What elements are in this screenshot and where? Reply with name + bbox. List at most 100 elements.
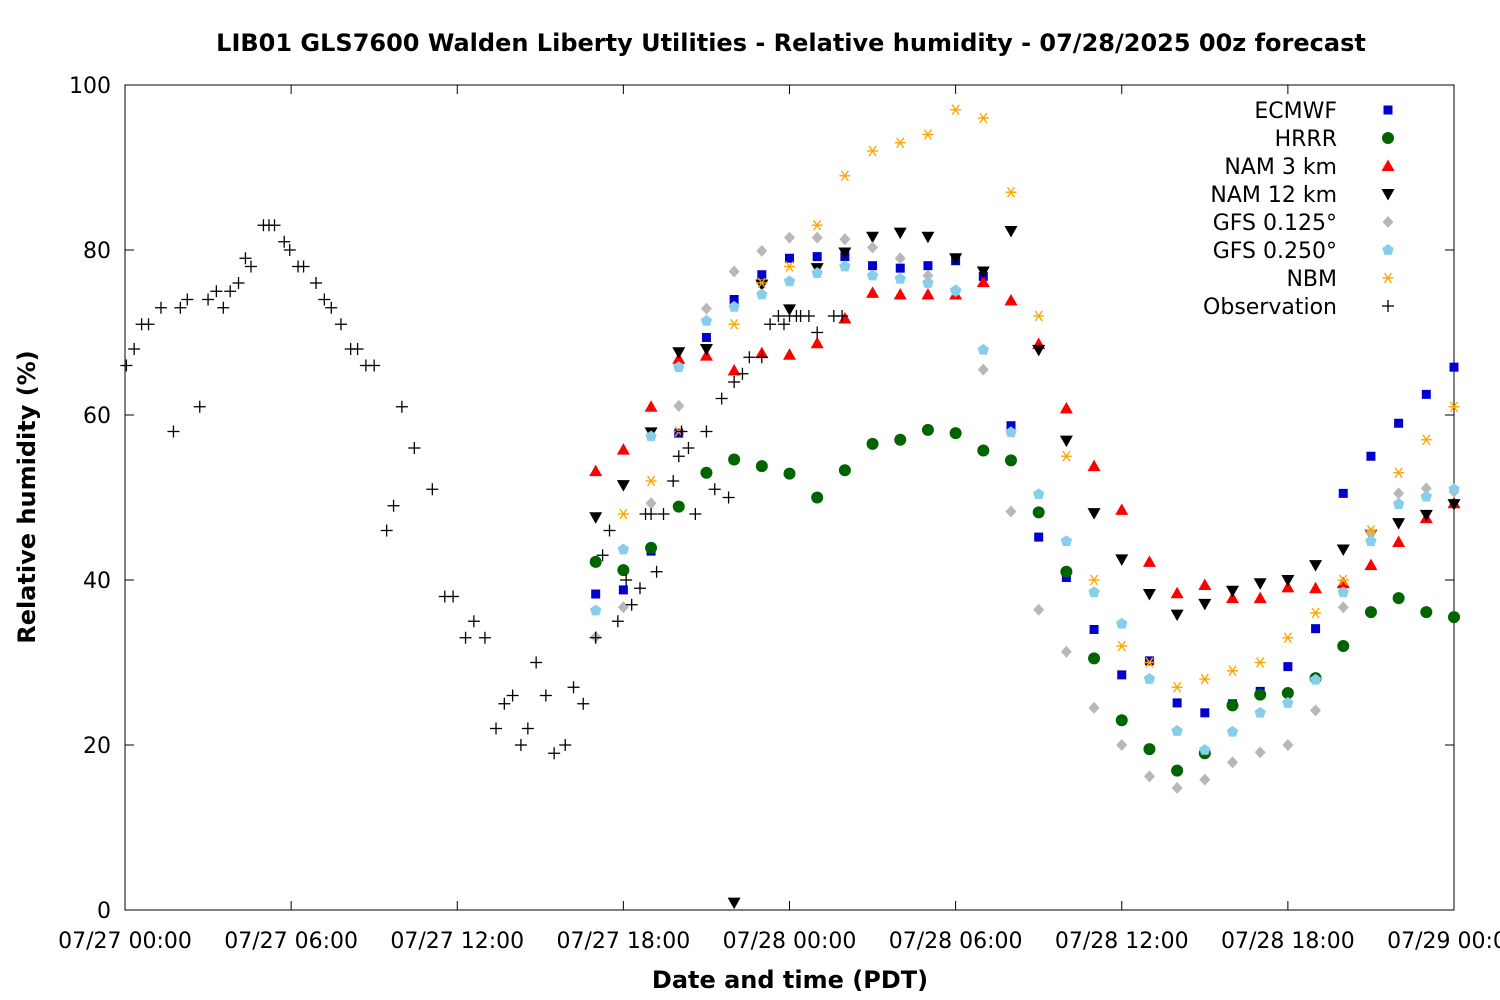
data-point-nbm [1393,467,1405,479]
data-point-observation [548,747,561,760]
data-point-hrrr [1420,606,1433,619]
data-point-gfs-0-250 [1420,490,1433,502]
data-point-gfs-0-125 [1393,487,1405,500]
series-nbm [617,104,1460,693]
data-point-observation [244,260,257,273]
data-point-hrrr [1088,652,1101,665]
data-point-observation [521,722,534,735]
data-point-gfs-0-125 [894,252,906,265]
data-point-gfs-0-250 [1088,586,1100,598]
data-point-observation [193,400,206,413]
data-point-nam-3-km [1281,580,1295,593]
data-point-gfs-0-250 [949,284,962,296]
data-point-observation [167,425,180,438]
data-point-gfs-0-125 [1227,756,1238,769]
x-tick-label: 07/27 00:00 [58,929,192,954]
data-point-hrrr [1337,640,1350,652]
data-point-nam-3-km [1004,293,1018,306]
data-point-observation [490,722,503,735]
data-point-observation [777,318,790,331]
legend-marker-nam-3-km [1381,159,1395,171]
data-point-gfs-0-125 [756,244,768,257]
data-point-nam-3-km [1170,586,1184,599]
data-point-gfs-0-250 [922,277,934,288]
series-gfs-0-250 [589,260,1460,755]
data-point-nam-3-km [810,336,824,349]
data-point-observation [589,631,602,644]
y-tick-label: 80 [83,239,111,264]
data-point-observation [210,285,223,298]
data-point-gfs-0-125 [1420,482,1432,495]
x-tick-label: 07/28 06:00 [889,929,1023,954]
data-point-nam-12-km [866,231,880,244]
data-point-hrrr [617,564,630,577]
data-point-hrrr [811,491,824,504]
data-point-observation [700,425,713,438]
data-point-observation [239,252,252,265]
data-point-hrrr [728,453,741,466]
data-point-gfs-0-250 [756,288,768,300]
data-point-gfs-0-250 [728,300,740,312]
data-point-ecmwf [1421,389,1431,399]
x-tick-label: 07/27 06:00 [224,929,358,954]
data-point-hrrr [1115,714,1128,727]
data-point-gfs-0-125 [1060,645,1072,658]
data-point-gfs-0-125 [1088,701,1100,714]
data-point-observation [672,450,685,463]
y-tick-label: 20 [83,734,111,759]
legend-label-hrrr: HRRR [1275,127,1337,152]
data-point-observation [459,631,472,644]
series-layer [120,104,1461,910]
data-point-ecmwf [1172,698,1182,708]
data-point-hrrr [1448,611,1460,624]
data-point-observation [232,277,245,289]
legend-label-nam-3-km: NAM 3 km [1224,155,1337,180]
data-point-ecmwf [923,261,933,271]
data-point-observation [181,293,194,306]
data-point-gfs-0-125 [811,231,823,244]
data-point-gfs-0-125 [645,497,657,510]
data-point-observation [202,293,215,306]
data-point-hrrr [1032,506,1045,519]
data-point-observation [577,697,590,710]
data-point-gfs-0-125 [728,265,740,278]
legend-label-observation: Observation [1203,295,1337,320]
data-point-observation [426,483,439,496]
data-point-nbm [977,112,989,124]
data-point-observation [310,277,323,289]
data-point-nam-3-km [1059,401,1073,414]
data-point-nam-12-km [921,231,935,244]
data-point-nam-3-km [727,363,741,376]
data-point-nam-12-km [1087,508,1101,520]
data-point-nam-3-km [893,288,907,300]
chart-title: LIB01 GLS7600 Walden Liberty Utilities -… [216,29,1366,57]
data-point-nbm [784,261,795,272]
data-point-hrrr [1281,687,1294,700]
data-point-nbm [756,277,768,289]
data-point-hrrr [838,464,851,477]
data-point-hrrr [1254,688,1267,701]
data-point-observation [278,235,291,248]
data-point-observation [715,392,728,405]
data-point-gfs-0-250 [1254,706,1266,718]
data-point-observation [478,631,491,644]
data-point-observation [217,301,230,314]
data-point-gfs-0-250 [894,272,906,284]
data-point-gfs-0-250 [783,275,796,287]
data-point-hrrr [1171,764,1184,777]
data-point-nam-12-km [949,253,963,265]
data-point-hrrr [783,467,796,480]
data-point-gfs-0-250 [866,269,879,281]
data-point-ecmwf [895,263,905,273]
data-point-observation [596,549,609,562]
data-point-nam-12-km [1281,575,1295,587]
data-point-nam-12-km [699,344,713,356]
data-point-observation [559,739,572,751]
data-point-gfs-0-250 [1171,724,1183,736]
data-point-gfs-0-250 [645,430,657,442]
data-point-nam-3-km [838,311,852,324]
data-point-gfs-0-250 [617,543,630,555]
data-point-ecmwf [591,589,601,599]
data-point-nbm [867,145,879,157]
plot-border [124,84,1455,911]
